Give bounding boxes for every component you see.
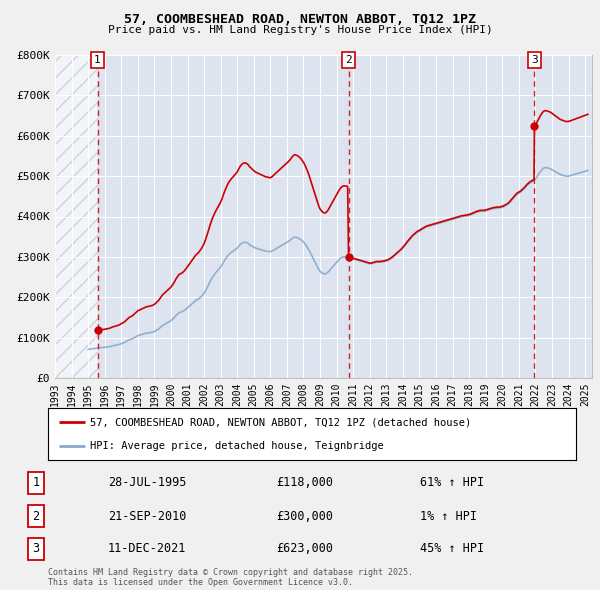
Text: 61% ↑ HPI: 61% ↑ HPI [420,477,484,490]
Text: 1: 1 [94,55,101,65]
Text: 11-DEC-2021: 11-DEC-2021 [108,542,187,556]
Text: 57, COOMBESHEAD ROAD, NEWTON ABBOT, TQ12 1PZ (detached house): 57, COOMBESHEAD ROAD, NEWTON ABBOT, TQ12… [90,417,472,427]
Text: £623,000: £623,000 [276,542,333,556]
Text: £118,000: £118,000 [276,477,333,490]
Text: 1% ↑ HPI: 1% ↑ HPI [420,510,477,523]
Text: 2: 2 [32,510,40,523]
Bar [55,55,98,378]
Text: 57, COOMBESHEAD ROAD, NEWTON ABBOT, TQ12 1PZ: 57, COOMBESHEAD ROAD, NEWTON ABBOT, TQ12… [124,13,476,26]
Text: 3: 3 [32,542,40,556]
Text: 1: 1 [32,477,40,490]
Text: 2: 2 [345,55,352,65]
Text: 3: 3 [531,55,538,65]
Text: Contains HM Land Registry data © Crown copyright and database right 2025.
This d: Contains HM Land Registry data © Crown c… [48,568,413,587]
Text: Price paid vs. HM Land Registry's House Price Index (HPI): Price paid vs. HM Land Registry's House … [107,25,493,35]
Text: 21-SEP-2010: 21-SEP-2010 [108,510,187,523]
Text: 28-JUL-1995: 28-JUL-1995 [108,477,187,490]
Text: HPI: Average price, detached house, Teignbridge: HPI: Average price, detached house, Teig… [90,441,384,451]
Text: 45% ↑ HPI: 45% ↑ HPI [420,542,484,556]
Text: £300,000: £300,000 [276,510,333,523]
